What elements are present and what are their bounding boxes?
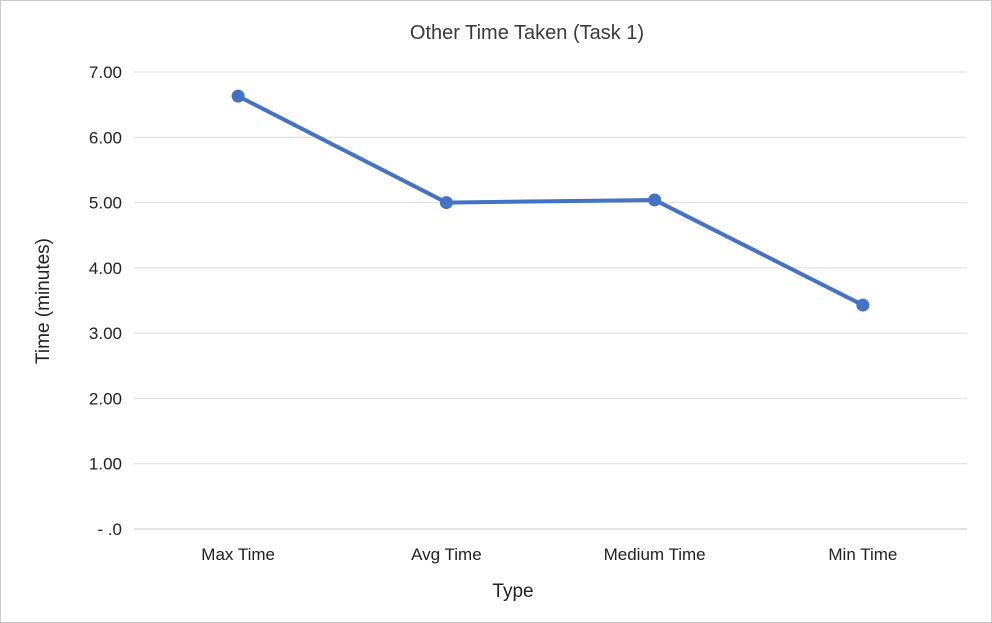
y-tick-label: 5.00	[89, 194, 122, 213]
x-axis-categories: Max Time Avg Time Medium Time Min Time	[201, 545, 897, 564]
y-axis-ticks: - .0 1.00 2.00 3.00 4.00 5.00 6.00 7.00	[89, 63, 122, 539]
data-point	[648, 193, 662, 207]
y-tick-label: 3.00	[89, 324, 122, 343]
x-category-label: Min Time	[828, 545, 897, 564]
y-tick-label: 2.00	[89, 389, 122, 408]
x-axis-title: Type	[492, 581, 533, 602]
x-category-label: Max Time	[201, 545, 275, 564]
y-axis-title: Time (minutes)	[33, 238, 54, 364]
data-point	[231, 89, 245, 103]
y-tick-label: 4.00	[89, 259, 122, 278]
data-point	[439, 196, 453, 210]
x-category-label: Avg Time	[411, 545, 482, 564]
y-tick-label: 7.00	[89, 63, 122, 82]
x-category-label: Medium Time	[604, 545, 706, 564]
y-tick-label: 1.00	[89, 455, 122, 474]
gridlines	[134, 71, 967, 530]
y-tick-label: - .0	[97, 520, 122, 539]
y-tick-label: 6.00	[89, 128, 122, 147]
series-line	[236, 94, 865, 308]
series-layer	[231, 89, 870, 312]
data-point	[856, 298, 870, 312]
chart-title: Other Time Taken (Task 1)	[410, 22, 644, 44]
